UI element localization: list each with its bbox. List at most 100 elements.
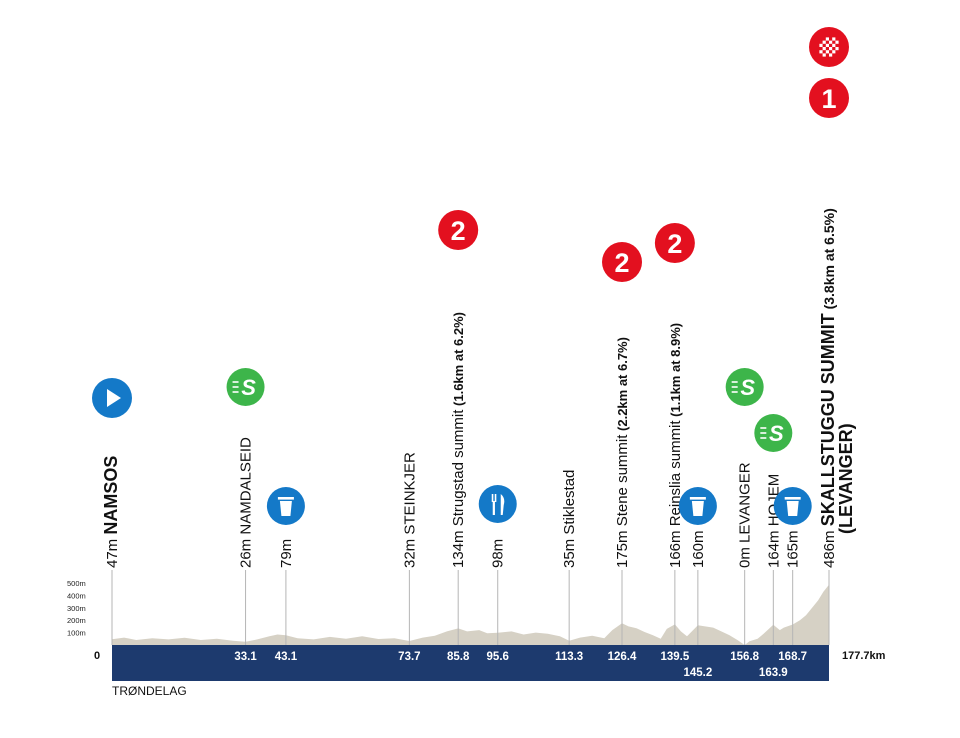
km-mark-label: 43.1 [275,651,298,663]
finish-checker-square [822,47,826,51]
km-mark-label: 113.3 [555,651,583,663]
waypoint-label: 486m SKALLSTUGGU SUMMIT (3.8km at 6.5%)(… [818,208,856,568]
waypoint-elevation: 79m [278,539,295,568]
kom-icon [809,78,849,118]
waypoint-label: 32m STEINKJER [401,452,418,568]
waypoint-label: 0m LEVANGER [737,462,754,568]
sprint-s-label: S [740,375,755,400]
km-mark-label: 168.7 [778,651,807,663]
kom-category-label: 1 [821,84,836,114]
waypoint-text: 486m SKALLSTUGGU SUMMIT (3.8km at 6.5%) [818,208,838,568]
sprint-icon [725,368,764,406]
sprint-s-label: S [769,421,784,446]
waypoint-label: 26m NAMDALSEID [238,437,255,568]
finish-checker-square [829,47,833,51]
elevation-profile-area [112,584,829,645]
waypoint-elevation: 165m [785,530,802,568]
waypoint-elevation: 160m [690,530,707,568]
km-mark-label: 33.1 [234,651,257,663]
waypoint-elevation: 134m [450,526,467,568]
waypoint-name: Strugstad summit [450,409,467,527]
kom-icon [602,242,643,282]
fork-handle [492,501,495,515]
km-mark-label: 145.2 [683,667,712,679]
waypoint-label: 166m Reinslia summit (1.1km at 8.9%) [667,323,684,568]
waypoint-label: 165m [785,530,802,568]
waypoint-elevation: 98m [490,539,507,568]
waypoint-text: 26m NAMDALSEID [238,437,255,568]
waypoint-name-secondary: (LEVANGER) [836,423,856,534]
km-mark-label: 85.8 [447,651,470,663]
waypoint-elevation: 164m [765,526,782,568]
waypoint-elevation: 35m [561,535,578,568]
finish-checker-square [829,40,833,44]
waypoint-text: 164m HOJEM [765,474,782,568]
waypoint-elevation: 32m [401,535,418,568]
waypoint-climb-detail: (3.8km at 6.5%) [821,208,837,313]
waypoint-name: STEINKJER [401,452,418,535]
finish-checker-square [819,50,823,54]
waypoint-elevation: 175m [614,526,631,568]
finish-checker-square [832,37,836,41]
waypoint-name: Reinslia summit [667,420,684,527]
finish-checker-square [819,43,823,47]
waypoint-name: NAMSOS [101,456,121,535]
start-play-arrow [107,389,121,407]
waypoint-label: 164m HOJEM [765,474,782,568]
waypoint-name: NAMDALSEID [238,437,255,535]
waypoint-text: 35m Stiklestad [561,470,578,568]
km-mark-label: 73.7 [398,651,420,663]
waypoint-text: 32m STEINKJER [401,452,418,568]
waypoint-text: 166m Reinslia summit (1.1km at 8.9%) [667,323,684,568]
waypoint-label: 160m [690,530,707,568]
waypoint-label: 35m Stiklestad [561,470,578,568]
kom-icon [438,210,479,250]
waypoint-text: 134m Strugstad summit (1.6km at 6.2%) [450,312,467,568]
waypoint-elevation: 486m [821,526,838,568]
waypoint-text: 175m Stene summit (2.2km at 6.7%) [614,337,631,568]
finish-checker-square [832,50,836,54]
finish-checker-square [825,43,829,47]
waypoint-elevation: 47m [104,535,121,568]
total-distance-label: 177.7km [842,650,886,662]
km-mark-label: 139.5 [660,651,689,663]
waypoint-label: 134m Strugstad summit (1.6km at 6.2%) [450,312,467,568]
finish-checker-square [825,50,829,54]
y-tick-label: 400m [67,591,86,600]
bin-lid [784,497,801,500]
waypoint-elevation: 26m [238,535,255,568]
waypoint-climb-detail: (1.6km at 6.2%) [451,312,466,410]
waypoint-text: 98m [490,539,507,568]
kom-category-label: 2 [667,229,682,259]
waypoint-climb-detail: (2.2km at 6.7%) [615,337,630,435]
km-mark-label: 156.8 [730,651,759,663]
start-km-label: 0 [94,650,100,662]
km-mark-label: 126.4 [608,651,637,663]
waypoint-text: 0m LEVANGER [737,462,754,568]
sprint-s-label: S [241,375,256,400]
waypoint-text: 160m [690,530,707,568]
waypoint-name: SKALLSTUGGU SUMMIT [818,313,838,526]
waypoint-label: 175m Stene summit (2.2km at 6.7%) [614,337,631,568]
finish-checker-square [822,40,826,44]
y-tick-label: 500m [67,579,86,588]
bin-lid [689,497,706,500]
sprint-icon [226,368,265,406]
sprint-icon [754,414,793,452]
kom-category-label: 2 [451,216,466,246]
bin-body [691,501,704,516]
region-label: TRØNDELAG [112,684,187,698]
food-icon [478,485,517,523]
kom-category-label: 2 [614,248,629,278]
y-tick-label: 200m [67,616,86,625]
kom-icon [654,223,695,263]
finish-checker-square [829,53,833,57]
waypoint-text: 79m [278,539,295,568]
fork-tine [491,494,494,502]
bin-body [786,501,799,516]
fork-tine [494,494,497,502]
waypoint-label: 47m NAMSOS [101,456,121,568]
bin-lid [277,497,294,500]
